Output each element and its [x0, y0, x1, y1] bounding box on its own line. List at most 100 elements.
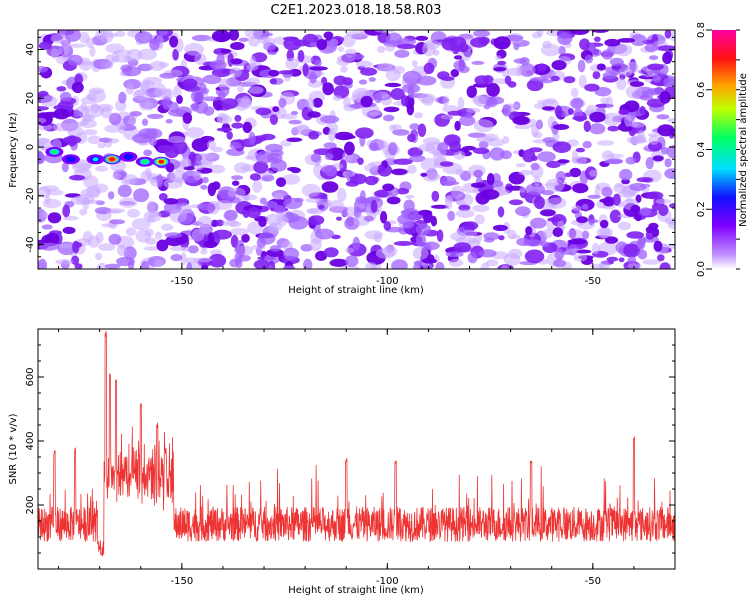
heatmap-ylabel: Frequency (Hz): [8, 112, 19, 188]
heatmap-cell: [67, 54, 83, 66]
heatmap-cell: [478, 249, 497, 258]
heatmap-cell: [596, 63, 606, 71]
heatmap-cell: [41, 211, 49, 218]
heatmap-cell: [637, 249, 648, 260]
heatmap-cell: [230, 58, 243, 65]
heatmap-cell: [345, 247, 355, 254]
heatmap-cell: [100, 106, 112, 119]
heatmap-cell: [455, 168, 465, 176]
heatmap-cell: [269, 78, 277, 85]
heatmap-cell: [591, 242, 600, 255]
heatmap-cell: [199, 82, 207, 94]
x-tick-label: -100: [376, 576, 399, 587]
x-tick-label: -150: [170, 276, 193, 287]
heatmap-cell: [423, 62, 435, 74]
heatmap-cell: [536, 30, 544, 37]
heatmap-cell: [176, 95, 183, 104]
heatmap-cell: [658, 204, 669, 217]
heatmap-cell: [397, 43, 417, 50]
heatmap-cell: [383, 221, 392, 231]
heatmap-cell: [159, 72, 177, 79]
heatmap-cell: [373, 232, 382, 243]
heatmap-cell: [108, 112, 122, 126]
heatmap-cell: [575, 249, 592, 254]
heatmap-cell: [291, 125, 310, 135]
heatmap-cell: [412, 247, 429, 260]
heatmap-cell: [104, 124, 122, 133]
heatmap-cell: [525, 226, 533, 236]
heatmap-cell: [337, 46, 344, 52]
heatmap-cell: [391, 124, 402, 131]
heatmap-cell: [97, 142, 106, 149]
heatmap-cell: [72, 240, 80, 254]
heatmap-cell: [308, 215, 325, 226]
heatmap-cell: [637, 130, 645, 141]
heatmap-cell: [525, 183, 546, 195]
heatmap-cell: [393, 158, 413, 165]
heatmap-cell: [214, 200, 233, 210]
heatmap-cell: [241, 164, 257, 172]
heatmap-cell: [584, 83, 600, 92]
heatmap-cell: [457, 96, 465, 110]
heatmap-cell: [563, 76, 576, 84]
heatmap-cell: [229, 227, 249, 236]
heatmap-cell: [142, 76, 163, 86]
heatmap-cell: [550, 75, 560, 82]
heatmap-cell: [407, 133, 416, 143]
heatmap-cell: [324, 165, 337, 177]
heatmap-cell: [156, 173, 164, 188]
heatmap-cell: [594, 36, 601, 42]
heatmap-cell: [394, 49, 410, 58]
heatmap-cell: [405, 194, 415, 199]
heatmap-cell: [307, 208, 319, 214]
heatmap-cell: [374, 30, 395, 33]
heatmap-cell: [61, 162, 69, 173]
signal-point: [67, 157, 74, 162]
heatmap-cell: [301, 183, 321, 197]
heatmap-cell: [230, 234, 239, 248]
heatmap-cell: [55, 259, 74, 265]
heatmap-cell: [415, 35, 429, 41]
heatmap-cell: [619, 73, 626, 80]
heatmap-cell: [480, 189, 500, 200]
heatmap-cell: [336, 216, 342, 221]
heatmap-cell: [473, 119, 494, 133]
heatmap-cell: [657, 124, 675, 137]
heatmap-cell: [312, 97, 323, 108]
heatmap-cell: [545, 178, 565, 193]
heatmap-cell: [62, 226, 76, 234]
heatmap-cell: [623, 68, 633, 77]
heatmap-cell: [133, 89, 149, 100]
heatmap-cell: [553, 259, 566, 268]
heatmap-cell: [302, 63, 309, 77]
heatmap-cell: [276, 213, 288, 227]
heatmap-cell: [107, 191, 115, 200]
signal-track: [45, 146, 171, 167]
heatmap-cell: [329, 199, 345, 214]
heatmap-cell: [572, 183, 589, 194]
heatmap-cell: [116, 245, 127, 256]
heatmap-cell: [420, 172, 428, 177]
heatmap-cell: [546, 197, 567, 209]
heatmap-cell: [314, 59, 322, 67]
heatmap-cell: [131, 218, 151, 231]
heatmap-cell: [132, 133, 152, 144]
snr-axes: -150 -100 -50 200 400 600: [25, 328, 676, 587]
heatmap-cell: [500, 265, 509, 269]
heatmap-cell: [418, 209, 433, 216]
heatmap-cell: [191, 34, 212, 42]
heatmap-cell: [384, 44, 395, 52]
x-tick-label: -150: [170, 576, 193, 587]
snr-series: [38, 330, 675, 557]
heatmap-cell: [415, 233, 427, 247]
heatmap-cell: [497, 60, 507, 66]
heatmap-cell: [280, 113, 298, 120]
heatmap-cell: [169, 35, 179, 48]
heatmap-cell: [385, 68, 401, 82]
heatmap-cell: [244, 155, 255, 160]
heatmap-cell: [603, 159, 623, 164]
heatmap-cell: [629, 122, 645, 128]
heatmap-cell: [133, 188, 150, 203]
heatmap-cell: [84, 104, 105, 118]
heatmap-cell: [197, 215, 213, 228]
